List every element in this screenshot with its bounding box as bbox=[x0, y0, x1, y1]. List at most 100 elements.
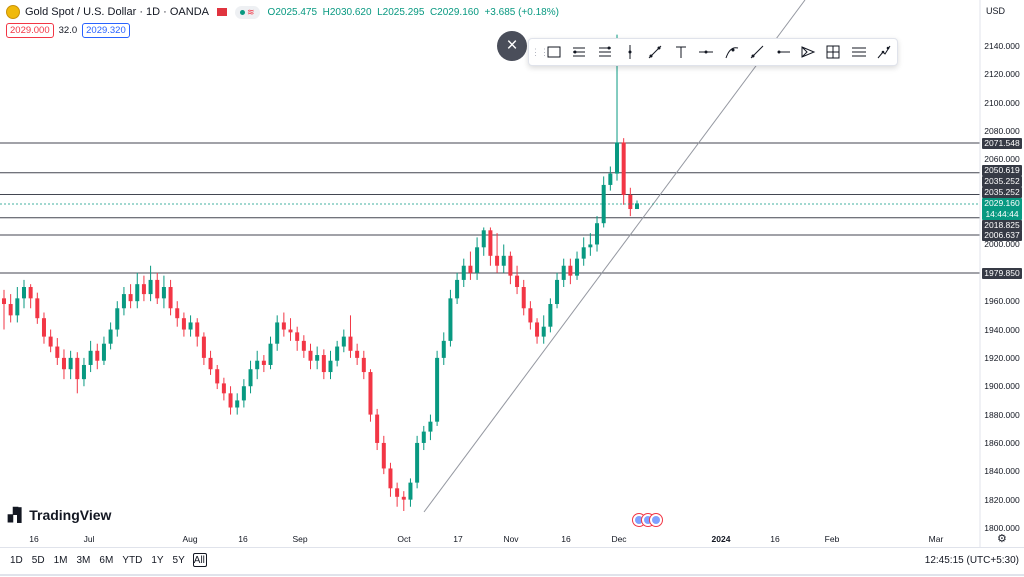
candle-body bbox=[75, 357, 80, 380]
symbol-title[interactable]: Gold Spot / U.S. Dollar · 1D · OANDA bbox=[25, 6, 209, 18]
candle-body bbox=[575, 258, 580, 276]
date-range-icon[interactable] bbox=[566, 41, 591, 63]
level-label: 2006.637 bbox=[982, 230, 1022, 241]
candle-body bbox=[15, 298, 20, 316]
time-axis-label: Feb bbox=[824, 534, 840, 544]
trendline[interactable] bbox=[423, 0, 806, 513]
close-button[interactable]: × bbox=[497, 31, 527, 61]
event-icon[interactable] bbox=[649, 513, 663, 527]
candle-body bbox=[295, 332, 300, 341]
text-icon[interactable] bbox=[668, 41, 693, 63]
time-axis-label: 16 bbox=[770, 534, 780, 544]
candle-body bbox=[21, 287, 26, 299]
range-1d[interactable]: 1D bbox=[10, 555, 23, 566]
parallel-channel-icon[interactable] bbox=[846, 41, 871, 63]
time-axis-label: Dec bbox=[611, 534, 627, 544]
crosshair-box-icon[interactable] bbox=[821, 41, 846, 63]
candle-body bbox=[95, 350, 100, 361]
candle-body bbox=[315, 355, 320, 361]
trend-line-icon[interactable] bbox=[643, 41, 668, 63]
level-label: 2071.548 bbox=[982, 138, 1022, 149]
candle-body bbox=[508, 255, 513, 276]
range-1m[interactable]: 1M bbox=[53, 555, 68, 566]
candle-body bbox=[435, 357, 440, 422]
candle-body bbox=[481, 230, 486, 248]
candle-body bbox=[48, 336, 53, 347]
range-3m[interactable]: 3M bbox=[76, 555, 91, 566]
candle-body bbox=[281, 322, 286, 330]
horizontal-ray-icon[interactable] bbox=[770, 41, 795, 63]
candle-body bbox=[375, 414, 380, 443]
horizontal-line-icon[interactable] bbox=[694, 41, 719, 63]
candle-body bbox=[188, 322, 193, 330]
candle-body bbox=[588, 244, 593, 248]
ohlc-values: O2025.475 H2030.620 L2025.295 C2029.160 … bbox=[267, 6, 559, 18]
candle-body bbox=[521, 287, 526, 309]
candle-body bbox=[408, 482, 413, 500]
candle-body bbox=[535, 322, 540, 337]
spread-value: 32.0 bbox=[58, 25, 78, 36]
range-5y[interactable]: 5Y bbox=[172, 555, 185, 566]
rectangle-icon[interactable] bbox=[541, 41, 566, 63]
candle-body bbox=[288, 329, 293, 333]
vertical-line-icon[interactable] bbox=[617, 41, 642, 63]
candle-body bbox=[328, 360, 333, 373]
candle-body bbox=[555, 279, 560, 305]
path-icon[interactable] bbox=[871, 41, 896, 63]
price-tick-label: 1940.000 bbox=[984, 324, 1020, 335]
range-6m[interactable]: 6M bbox=[99, 555, 114, 566]
ray-icon[interactable] bbox=[744, 41, 769, 63]
candle-body bbox=[2, 298, 6, 305]
price-tick-label: 1800.000 bbox=[984, 523, 1020, 533]
candle-body bbox=[28, 287, 33, 299]
bottom-toolbar: 1D 5D 1M 3M 6M YTD 1Y 5Y All 12:45:15 (U… bbox=[0, 547, 1024, 577]
candle-body bbox=[175, 308, 180, 319]
level-label: 2035.252 bbox=[982, 187, 1022, 198]
settings-icon[interactable]: ⚙ bbox=[997, 533, 1007, 545]
fib-icon[interactable] bbox=[795, 41, 820, 63]
time-axis-label: Jul bbox=[83, 534, 95, 544]
price-tick-label: 1900.000 bbox=[984, 381, 1020, 392]
candle-body bbox=[335, 346, 340, 361]
sell-button[interactable]: 2029.000 bbox=[6, 23, 54, 38]
price-tick-label: 1860.000 bbox=[984, 437, 1020, 448]
candle-body bbox=[215, 369, 220, 384]
candle-body bbox=[388, 468, 393, 489]
candle-body bbox=[348, 336, 353, 351]
range-5d[interactable]: 5D bbox=[31, 555, 45, 566]
time-axis-label: Oct bbox=[397, 534, 411, 544]
candle-body bbox=[88, 350, 93, 365]
drag-handle-icon[interactable]: ⋮⋮ bbox=[531, 46, 549, 57]
candle-body bbox=[255, 360, 260, 370]
price-tick-label: 2000.000 bbox=[984, 239, 1020, 250]
curve-icon[interactable] bbox=[719, 41, 744, 63]
candle-body bbox=[55, 346, 60, 358]
range-1y[interactable]: 1Y bbox=[151, 555, 164, 566]
candle-body bbox=[161, 287, 166, 299]
market-status[interactable]: ≋ bbox=[235, 5, 260, 19]
price-range-icon[interactable] bbox=[592, 41, 617, 63]
price-tick-label: 1960.000 bbox=[984, 296, 1020, 307]
candle-body bbox=[341, 336, 346, 347]
time-axis-label: 16 bbox=[238, 534, 248, 544]
candle-body bbox=[581, 247, 586, 259]
buy-button[interactable]: 2029.320 bbox=[82, 23, 130, 38]
trade-prices: 2029.000 32.0 2029.320 bbox=[6, 23, 130, 38]
candle-body bbox=[308, 350, 313, 361]
calendar-icon[interactable] bbox=[193, 553, 207, 567]
candle-body bbox=[495, 255, 500, 266]
currency-selector[interactable]: USD bbox=[986, 6, 1006, 16]
range-all[interactable]: All bbox=[193, 555, 205, 566]
clock[interactable]: 12:45:15 (UTC+5:30) bbox=[924, 555, 1019, 566]
candle-body bbox=[248, 369, 253, 387]
candle-body bbox=[81, 364, 86, 380]
candle-body bbox=[475, 247, 480, 273]
flag-icon[interactable] bbox=[217, 8, 227, 16]
candle-body bbox=[241, 386, 246, 401]
range-ytd[interactable]: YTD bbox=[122, 555, 143, 566]
price-tick-label: 2140.000 bbox=[984, 41, 1020, 51]
candle-body bbox=[395, 488, 400, 497]
candle-body bbox=[355, 350, 360, 358]
candle-body bbox=[528, 308, 533, 323]
